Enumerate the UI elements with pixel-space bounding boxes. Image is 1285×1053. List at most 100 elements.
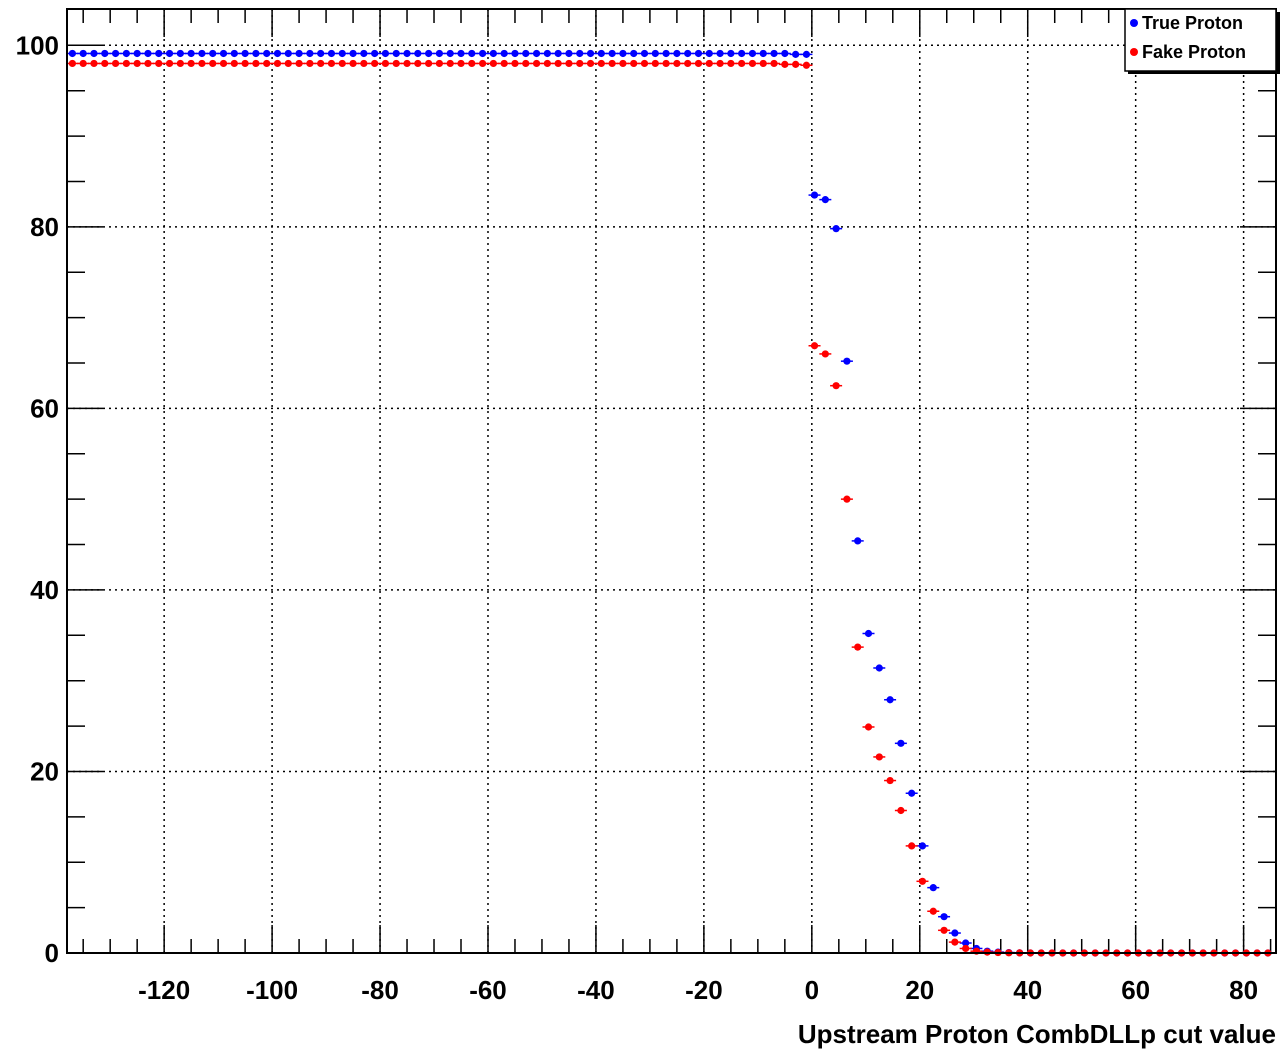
data-point-true-proton: [886, 696, 894, 704]
data-point-fake-proton: [832, 382, 840, 390]
data-point-fake-proton: [209, 59, 217, 68]
data-point-fake-proton: [608, 59, 616, 68]
data-point-fake-proton: [338, 59, 346, 68]
data-point-fake-proton: [68, 59, 76, 68]
data-point-fake-proton: [263, 59, 271, 68]
data-point-fake-proton: [90, 59, 98, 68]
data-point-fake-proton: [886, 776, 894, 785]
data-point-fake-proton: [748, 59, 757, 68]
data-point-fake-proton: [854, 643, 862, 651]
x-tick-label: -60: [469, 975, 507, 1005]
data-point-true-proton: [468, 49, 476, 58]
data-point-true-proton: [929, 884, 937, 892]
y-tick-label: 100: [16, 30, 59, 60]
data-point-fake-proton: [662, 59, 670, 68]
data-point-true-proton: [738, 49, 746, 58]
data-point-true-proton: [770, 49, 778, 58]
data-point-fake-proton: [716, 59, 724, 68]
x-tick-label: -120: [138, 975, 190, 1005]
data-point-fake-proton: [478, 59, 487, 68]
y-tick-label: 20: [30, 756, 59, 786]
data-point-true-proton: [209, 49, 217, 58]
data-point-true-proton: [597, 49, 605, 58]
data-point-true-proton: [586, 49, 595, 58]
data-point-true-proton: [651, 49, 659, 58]
data-point-true-proton: [543, 49, 551, 58]
data-point-true-proton: [176, 49, 184, 58]
data-point-true-proton: [79, 49, 87, 58]
data-point-true-proton: [144, 49, 152, 58]
data-point-fake-proton: [219, 59, 228, 68]
data-point-fake-proton: [241, 59, 249, 68]
data-point-true-proton: [68, 49, 76, 58]
data-point-fake-proton: [821, 350, 829, 358]
data-point-fake-proton: [684, 59, 692, 68]
data-point-true-proton: [802, 50, 811, 58]
x-tick-label: 20: [905, 975, 934, 1005]
data-point-fake-proton: [489, 59, 497, 68]
grid: [67, 9, 1276, 953]
data-point-fake-proton: [875, 753, 883, 761]
data-point-fake-proton: [327, 59, 336, 68]
data-point-true-proton: [705, 49, 713, 58]
data-point-true-proton: [940, 913, 948, 921]
x-tick-label: 60: [1121, 975, 1150, 1005]
data-point-fake-proton: [929, 907, 937, 915]
data-point-fake-proton: [792, 60, 800, 68]
x-tick-label: 80: [1229, 975, 1258, 1005]
data-point-true-proton: [832, 225, 840, 233]
data-point-true-proton: [403, 49, 411, 58]
x-axis-label: Upstream Proton CombDLLp cut value: [798, 1019, 1276, 1049]
data-point-true-proton: [360, 49, 368, 58]
data-point-true-proton: [727, 49, 735, 58]
data-point-fake-proton: [392, 59, 400, 68]
data-point-fake-proton: [252, 59, 260, 68]
data-point-true-proton: [608, 49, 616, 58]
data-point-fake-proton: [770, 59, 778, 68]
data-point-true-proton: [781, 49, 789, 58]
data-point-fake-proton: [144, 59, 152, 68]
data-point-true-proton: [198, 49, 206, 58]
data-point-true-proton: [306, 49, 314, 58]
data-point-fake-proton: [843, 495, 851, 503]
data-point-true-proton: [854, 537, 862, 545]
data-point-true-proton: [187, 49, 195, 58]
data-point-true-proton: [748, 49, 757, 58]
data-point-fake-proton: [111, 59, 120, 68]
data-point-true-proton: [908, 789, 916, 797]
data-point-true-proton: [273, 49, 282, 58]
data-point-true-proton: [90, 49, 98, 58]
data-point-true-proton: [673, 49, 681, 58]
x-tick-label: -20: [685, 975, 723, 1005]
data-point-fake-proton: [651, 59, 659, 68]
axis-ticks: [67, 9, 1276, 954]
data-point-fake-proton: [425, 59, 433, 68]
data-point-fake-proton: [576, 59, 584, 68]
data-point-true-proton: [371, 49, 379, 58]
data-point-true-proton: [619, 49, 627, 58]
data-point-fake-proton: [165, 59, 174, 68]
data-point-true-proton: [425, 49, 433, 58]
legend-item-true-proton: True Proton: [1130, 13, 1243, 33]
data-point-fake-proton: [349, 59, 357, 68]
data-point-true-proton: [241, 49, 249, 58]
data-point-fake-proton: [619, 59, 627, 68]
data-point-true-proton: [446, 49, 454, 58]
data-point-true-proton: [897, 739, 905, 747]
data-point-fake-proton: [511, 59, 519, 68]
data-point-true-proton: [951, 929, 959, 937]
data-point-true-proton: [295, 49, 303, 58]
data-point-true-proton: [101, 49, 109, 58]
data-point-true-proton: [338, 49, 346, 58]
data-point-true-proton: [532, 49, 541, 58]
data-point-true-proton: [640, 49, 649, 58]
legend: True Proton Fake Proton: [1124, 8, 1280, 74]
data-point-true-proton: [414, 49, 422, 58]
data-point-true-proton: [435, 49, 444, 58]
data-point-fake-proton: [198, 59, 206, 68]
data-point-fake-proton: [694, 59, 703, 68]
data-point-true-proton: [263, 49, 271, 58]
data-point-true-proton: [317, 49, 325, 58]
data-point-true-proton: [565, 49, 573, 58]
